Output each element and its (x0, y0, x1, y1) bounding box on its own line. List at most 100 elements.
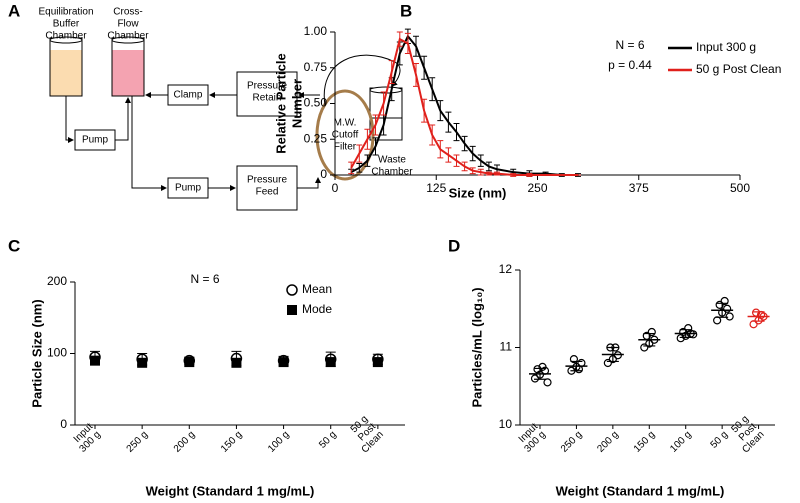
legend-label: Input 300 g (696, 40, 756, 54)
node-label: Filter (334, 142, 357, 153)
error-bar (356, 144, 363, 163)
error-bar (372, 137, 379, 156)
series-line (350, 34, 578, 176)
x-axis-title: Weight (Standard 1 mg/mL) (146, 483, 315, 498)
x-tick-label-group: 100 g (668, 429, 693, 454)
node-label: Pressure (247, 175, 287, 186)
x-axis-title: Weight (Standard 1 mg/mL) (556, 483, 725, 498)
x-tick-label-group: 50 g (709, 429, 731, 451)
error-bar (469, 167, 476, 175)
error-bar (643, 332, 656, 347)
point (137, 357, 148, 368)
x-tick-label: 500 (730, 181, 750, 195)
node-label: Buffer (53, 19, 80, 30)
buffer-liquid (50, 50, 82, 96)
y-tick-label: 100 (47, 346, 67, 360)
y-tick-label: 0.25 (304, 131, 328, 145)
waste-liquid (369, 117, 403, 141)
x-tick-label: 0 (332, 181, 339, 195)
chamber-top (111, 36, 145, 44)
error-bar (510, 173, 517, 177)
error-bar (477, 168, 484, 176)
node-label: Clamp (174, 90, 203, 101)
y-axis-title: Relative Particle (273, 53, 288, 153)
point (184, 357, 195, 368)
error-bar (437, 100, 444, 122)
point (725, 312, 734, 321)
point (647, 327, 656, 337)
error-bar (445, 147, 452, 163)
y-axis-title: Particle Size (nm) (29, 299, 44, 407)
node-label: Flow (117, 19, 139, 30)
node-label: Pump (82, 135, 109, 146)
x-tick-label: 200 g (172, 429, 197, 454)
point (679, 327, 688, 337)
y-tick-label: 0.75 (304, 60, 328, 74)
error-bar (364, 154, 371, 167)
x-tick-label-group: 200 g (595, 429, 620, 454)
node-label: Cutoff (332, 130, 359, 141)
chamber-top (49, 36, 83, 44)
annotation: N = 6 (190, 272, 219, 286)
error-bar (485, 171, 492, 176)
error-bar (534, 367, 546, 380)
annotation: N = 6 (615, 38, 644, 52)
legend-label: Mean (302, 282, 332, 296)
panel-label: A (8, 1, 20, 20)
error-bar (380, 91, 387, 116)
point (720, 296, 729, 306)
point (684, 324, 693, 333)
node-label: Pressure (247, 81, 287, 92)
error-bar (388, 60, 395, 84)
point (715, 300, 724, 309)
error-bar (679, 329, 692, 339)
y-tick-label: 10 (499, 417, 513, 431)
node-label: Feed (256, 187, 279, 198)
x-tick-label-group: 250 g (125, 429, 150, 454)
x-tick-label-group: 150 g (219, 429, 244, 454)
feed-box (236, 165, 298, 211)
legend-label: Mode (302, 302, 332, 316)
y-tick-label: 0 (320, 167, 327, 181)
x-tick-label: 150 g (632, 429, 657, 454)
error-bar (461, 161, 468, 172)
error-bar (348, 161, 355, 175)
error-bar (485, 161, 492, 172)
panel-label: B (400, 1, 412, 20)
error-bar (606, 346, 619, 363)
legend-marker (287, 305, 297, 315)
y-tick-label: 200 (47, 274, 67, 288)
error-bar (453, 154, 460, 167)
y-tick-label: 1.00 (304, 24, 328, 38)
flow-diagram: A EquilibrationBufferChamberCross-FlowCh… (8, 1, 413, 211)
wire (297, 177, 321, 189)
point (278, 357, 289, 368)
point (231, 357, 242, 368)
error-bar (445, 111, 452, 133)
point (723, 304, 732, 313)
crossflow-liquid (112, 50, 144, 96)
x-tick-label-group: 100 g (266, 429, 291, 454)
point (640, 343, 649, 352)
error-bar (421, 98, 428, 123)
error-bar (372, 114, 379, 136)
point (530, 374, 540, 383)
x-tick-label-group: 250 g (559, 429, 584, 454)
point (90, 355, 100, 366)
x-tick-label-group: 150 g (632, 429, 657, 454)
point (543, 378, 552, 387)
y-tick-label: 12 (499, 262, 513, 276)
y-tick-label: 11 (500, 340, 513, 354)
point (689, 330, 698, 339)
node-label: Chamber (45, 31, 87, 42)
error-bar (526, 173, 533, 177)
error-bar (421, 55, 428, 80)
point (713, 316, 722, 325)
wire (115, 97, 131, 141)
x-tick-label: 150 g (219, 429, 244, 454)
annotation: p = 0.44 (608, 58, 652, 72)
